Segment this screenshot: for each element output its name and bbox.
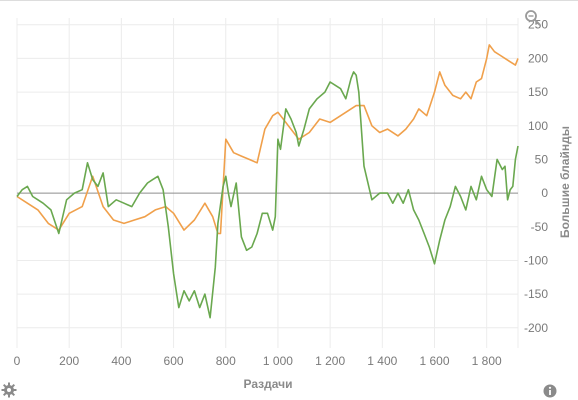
x-tick-label: 1 800 (472, 354, 502, 368)
x-tick-label: 1 600 (419, 354, 449, 368)
y-tick-label: 200 (528, 51, 548, 65)
series-lines (16, 44, 519, 319)
x-tick-label: 400 (111, 354, 131, 368)
x-tick-label: 1 400 (367, 354, 397, 368)
settings-gear-icon[interactable] (1, 382, 17, 398)
series-line-2 (16, 71, 519, 319)
y-tick-label: -50 (531, 220, 549, 234)
info-icon[interactable] (543, 384, 557, 398)
y-tick-label: -200 (524, 321, 548, 335)
x-tick-label: 200 (59, 354, 79, 368)
x-tick-label: 600 (164, 354, 184, 368)
y-tick-label: 150 (528, 85, 548, 99)
y-tick-label: -150 (524, 287, 548, 301)
grid-lines (0, 0, 578, 348)
y-tick-label: -100 (524, 253, 548, 267)
series-line-1 (16, 44, 519, 235)
zoom-icon[interactable] (524, 9, 542, 27)
x-tick-label: 1 200 (315, 354, 345, 368)
x-tick-label: 0 (14, 354, 21, 368)
x-tick-labels: 0 200 400 600 800 1 000 1 200 1 400 1 600 1 800 (14, 354, 502, 368)
x-axis-title: Раздачи (244, 377, 293, 391)
y-axis-title: Большие блайнды (558, 126, 572, 238)
y-tick-label: 0 (541, 186, 548, 200)
x-tick-label: 1 000 (263, 354, 293, 368)
x-tick-label: 800 (216, 354, 236, 368)
y-tick-label: 50 (535, 152, 549, 166)
y-tick-label: 100 (528, 119, 548, 133)
